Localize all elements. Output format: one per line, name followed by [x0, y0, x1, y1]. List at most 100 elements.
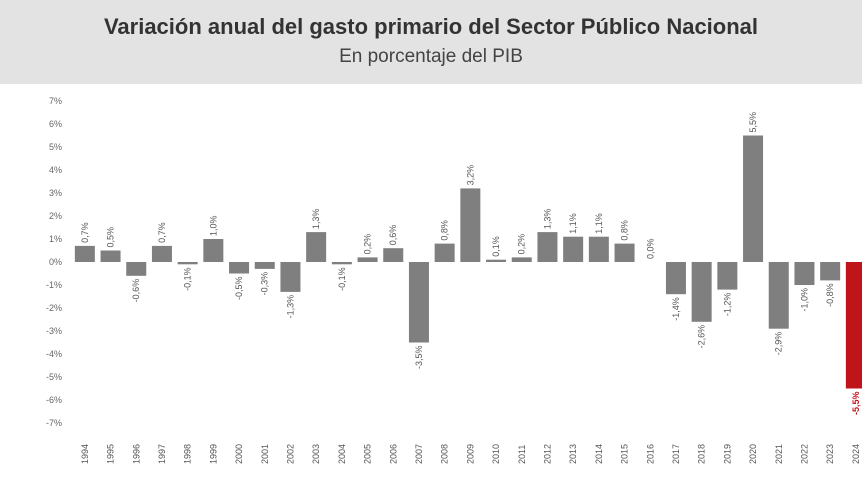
- y-tick-label: 1%: [49, 234, 62, 244]
- data-label: -1,3%: [285, 295, 295, 319]
- y-tick-label: 2%: [49, 211, 62, 221]
- x-tick-label: 1996: [131, 444, 141, 464]
- x-tick-label: 2019: [722, 444, 732, 464]
- data-label: 1,1%: [568, 213, 578, 234]
- y-tick-label: -1%: [46, 280, 62, 290]
- data-label: -1,0%: [799, 288, 809, 312]
- x-tick-label: 2002: [285, 444, 295, 464]
- data-label: 0,0%: [645, 238, 655, 259]
- bar: [743, 135, 764, 262]
- bar: [229, 262, 250, 274]
- chart-title: Variación anual del gasto primario del S…: [103, 14, 759, 39]
- x-tick-label: 2018: [697, 444, 707, 464]
- data-label: 0,5%: [106, 227, 116, 248]
- bar: [151, 245, 172, 262]
- bar: [588, 236, 609, 262]
- data-label: 1,3%: [542, 209, 552, 230]
- data-label: 5,5%: [748, 112, 758, 133]
- data-label: 0,6%: [388, 225, 398, 246]
- x-tick-label: 2016: [645, 444, 655, 464]
- bar: [794, 262, 815, 285]
- y-tick-label: 7%: [49, 96, 62, 106]
- x-tick-label: 2020: [748, 444, 758, 464]
- x-tick-label: 2008: [440, 444, 450, 464]
- bar: [665, 262, 686, 295]
- bar: [100, 250, 121, 262]
- bar: [691, 262, 712, 322]
- bar: [280, 262, 301, 292]
- x-tick-label: 2013: [568, 444, 578, 464]
- data-label: 0,2%: [363, 234, 373, 255]
- y-tick-label: -2%: [46, 303, 62, 313]
- x-tick-label: 2004: [337, 444, 347, 464]
- data-label: -0,8%: [825, 283, 835, 307]
- bar: [537, 232, 558, 262]
- bar: [306, 232, 327, 262]
- data-label: 0,8%: [620, 220, 630, 241]
- data-label: -2,9%: [774, 332, 784, 356]
- x-tick-label: 2006: [388, 444, 398, 464]
- data-label: 0,7%: [80, 222, 90, 243]
- data-label: -0,3%: [260, 272, 270, 296]
- bar-chart: 7% 6% 5% 4% 3% 2% 1% 0% -1% -2% -3% -4% -5% -6% -7% 0,7…: [46, 96, 862, 464]
- y-tick-label: -5%: [46, 372, 62, 382]
- bar: [126, 262, 147, 276]
- data-label: -5,5%: [851, 392, 861, 416]
- x-tick-label: 2017: [671, 444, 681, 464]
- bar: [408, 262, 429, 343]
- data-label: -2,6%: [697, 325, 707, 349]
- y-tick-label: -3%: [46, 326, 62, 336]
- data-label: 0,8%: [440, 220, 450, 241]
- bar: [383, 248, 404, 262]
- bar: [486, 259, 507, 262]
- x-tick-label: 1995: [106, 444, 116, 464]
- bar: [717, 262, 738, 290]
- x-tick-label: 2001: [260, 444, 270, 464]
- bar: [434, 243, 455, 262]
- bar: [511, 257, 532, 262]
- data-label: 0,7%: [157, 222, 167, 243]
- x-tick-label: 1994: [80, 444, 90, 464]
- data-label: 1,3%: [311, 209, 321, 230]
- x-tick-label: 2007: [414, 444, 424, 464]
- bar: [460, 188, 481, 262]
- x-tick-label: 2021: [774, 444, 784, 464]
- x-tick-label: 1997: [157, 444, 167, 464]
- x-tick-label: 2012: [542, 444, 552, 464]
- x-tick-label: 2011: [517, 445, 527, 464]
- bar: [331, 262, 352, 265]
- bar: [563, 236, 584, 262]
- bar: [74, 245, 95, 262]
- data-label: 0,2%: [517, 234, 527, 255]
- data-label: 3,2%: [465, 165, 475, 186]
- x-tick-label: 2015: [620, 444, 630, 464]
- y-tick-label: -4%: [46, 349, 62, 359]
- data-label: 1,0%: [208, 215, 218, 236]
- chart-subtitle: En porcentaje del PIB: [339, 46, 523, 67]
- data-label: -0,1%: [183, 267, 193, 291]
- bar: [177, 262, 198, 265]
- data-label: -1,4%: [671, 297, 681, 321]
- y-tick-label: 6%: [49, 119, 62, 129]
- x-tick-label: 1999: [208, 444, 218, 464]
- data-label: -0,6%: [131, 279, 141, 303]
- x-tick-label: 2005: [363, 444, 373, 464]
- y-tick-label: 3%: [49, 188, 62, 198]
- bar: [768, 262, 789, 329]
- y-tick-label: 4%: [49, 165, 62, 175]
- bar: [845, 262, 862, 389]
- bar: [254, 262, 275, 269]
- data-label: -0,1%: [337, 267, 347, 291]
- x-tick-label: 2000: [234, 444, 244, 464]
- y-tick-label: -6%: [46, 395, 62, 405]
- data-label: -0,5%: [234, 277, 244, 301]
- x-tick-label: 2010: [491, 444, 501, 464]
- y-tick-label: 0%: [49, 257, 62, 267]
- bar: [203, 239, 224, 262]
- x-tick-label: 2023: [825, 444, 835, 464]
- x-tick-label: 2003: [311, 444, 321, 464]
- bar: [820, 262, 841, 281]
- data-label: -1,2%: [722, 293, 732, 317]
- data-label: 1,1%: [594, 213, 604, 234]
- bar: [357, 257, 378, 262]
